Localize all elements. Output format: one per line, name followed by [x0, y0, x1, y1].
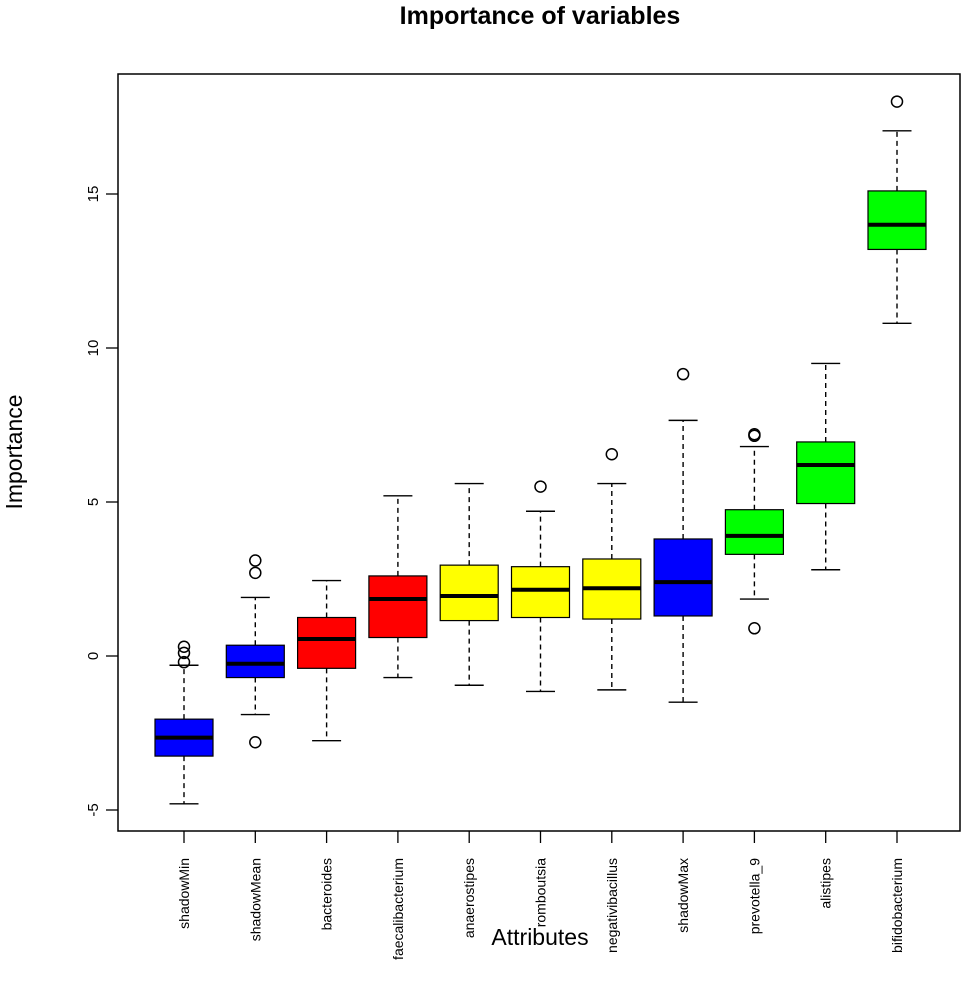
category-labels: shadowMin shadowMean bacteroides faecalibac…	[176, 831, 905, 960]
box-shadowMean	[225, 554, 285, 749]
outlier-point	[177, 640, 191, 654]
iqr-box	[439, 564, 499, 622]
outlier-point	[605, 448, 619, 461]
outlier-point	[249, 735, 262, 749]
category-label: faecalibacterium	[390, 858, 406, 960]
iqr-box	[368, 575, 428, 639]
y-tick-label: 15	[85, 186, 102, 203]
plot-frame	[117, 73, 961, 832]
y-tick-label: 5	[85, 498, 102, 506]
box-shadowMax	[653, 367, 713, 703]
box-bacteroides	[297, 579, 357, 742]
y-tick-label: 0	[85, 652, 102, 660]
outlier-point	[748, 622, 761, 635]
y-axis: -5 0 5 10 15	[85, 186, 118, 817]
outlier-point	[676, 367, 690, 381]
category-label: bifidobacterium	[889, 858, 905, 953]
outlier-point	[534, 480, 547, 493]
x-axis-title: Attributes	[491, 924, 588, 950]
category-label: shadowMean	[247, 858, 263, 941]
outlier-point	[249, 566, 262, 580]
iqr-box	[297, 616, 357, 669]
box-shadowMin	[154, 640, 214, 805]
category-label: negativibacillus	[604, 858, 620, 953]
outlier-point	[890, 95, 904, 108]
outlier-point	[177, 655, 191, 669]
category-label: anaerostipes	[461, 858, 477, 938]
category-label: bacteroides	[319, 858, 335, 930]
category-label: alistipes	[818, 858, 834, 909]
category-label: prevotella_9	[746, 858, 762, 934]
box-alistipes	[796, 362, 856, 571]
box-faecalibacterium	[368, 495, 428, 679]
category-label: shadowMax	[675, 858, 691, 933]
box-negativibacillus	[582, 448, 642, 691]
iqr-box	[510, 566, 571, 619]
iqr-box	[796, 441, 856, 505]
box-anaerostipes	[439, 482, 499, 686]
outlier-point	[748, 427, 761, 441]
box-romboutsia	[510, 480, 571, 693]
category-label: shadowMin	[176, 858, 192, 929]
iqr-box	[225, 644, 285, 679]
iqr-box	[867, 190, 927, 251]
y-tick-label: -5	[85, 803, 102, 816]
iqr-box	[653, 538, 713, 617]
boxes-layer	[154, 95, 927, 805]
box-prevotella_9	[724, 427, 785, 635]
category-label: romboutsia	[533, 858, 549, 927]
outlier-point	[249, 554, 262, 567]
chart-title: Importance of variables	[400, 2, 681, 30]
box-bifidobacterium	[867, 95, 927, 325]
y-tick-label: 10	[85, 340, 102, 357]
y-axis-title: Importance	[1, 394, 27, 509]
iqr-box	[724, 509, 785, 555]
outlier-point	[177, 646, 191, 660]
